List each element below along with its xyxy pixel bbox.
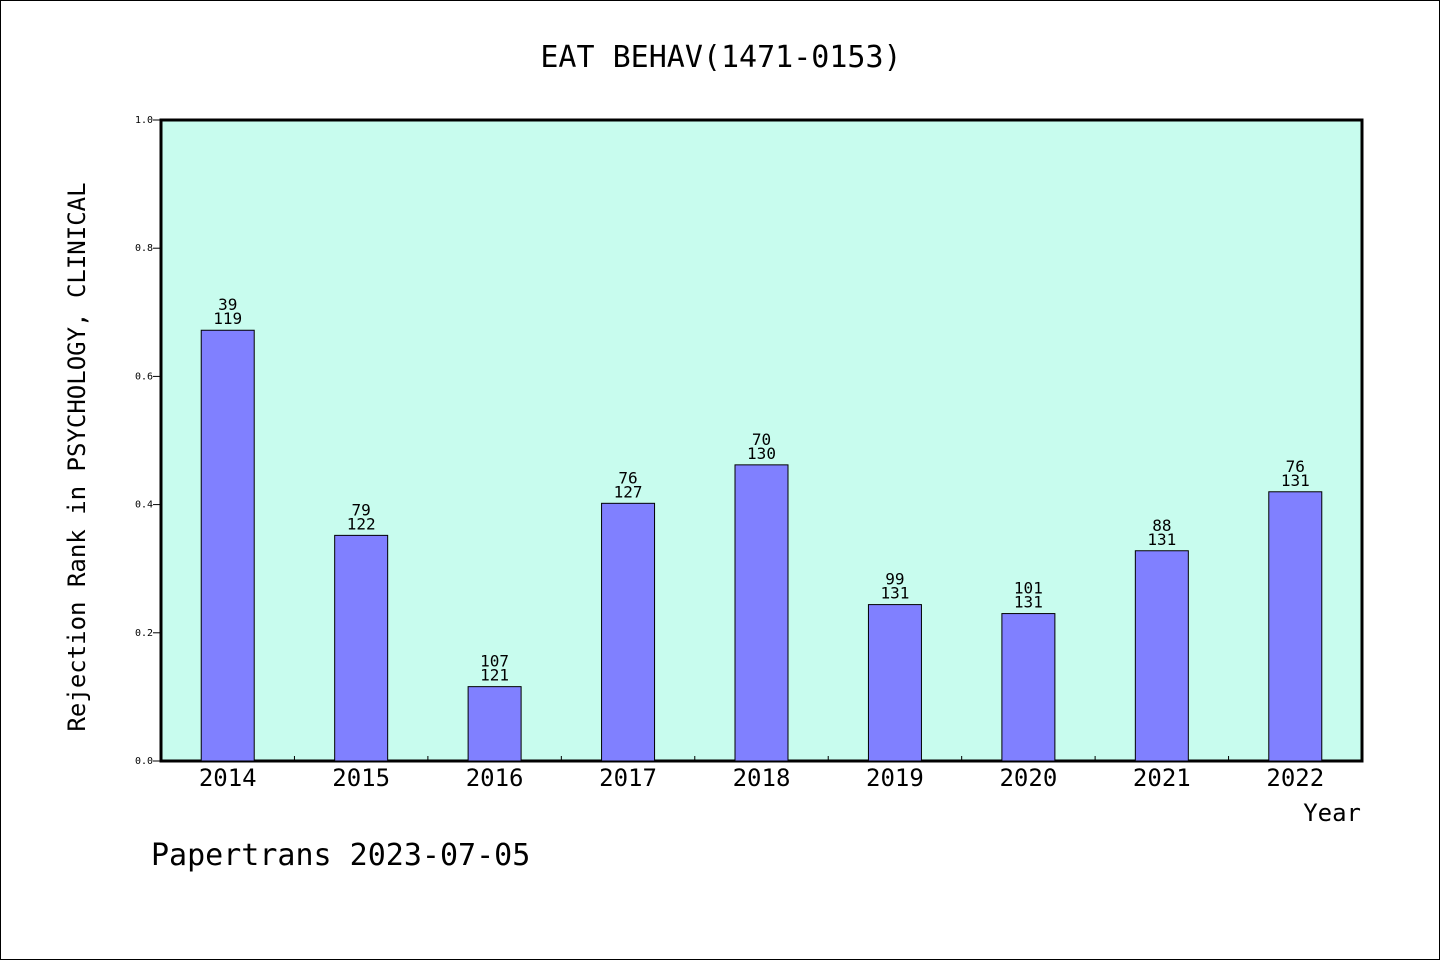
data-label-rank-2015: 79 <box>352 500 371 519</box>
bars <box>200 329 1323 762</box>
x-tick-label-2018: 2018 <box>733 764 791 792</box>
x-tick-label-2014: 2014 <box>199 764 257 792</box>
y-tick-label: 0.0 <box>135 756 153 767</box>
data-label-total-2014: 119 <box>213 309 242 328</box>
y-tick-label: 0.6 <box>135 371 153 382</box>
x-tick-label-2015: 2015 <box>332 764 390 792</box>
footer-watermark: Papertrans 2023-07-05 <box>151 838 530 873</box>
data-label-rank-2019: 99 <box>885 570 904 589</box>
data-label-rank-2022: 76 <box>1286 457 1305 476</box>
bar-2017 <box>601 502 656 762</box>
data-label-rank-2016: 107 <box>480 652 509 671</box>
bar-2014 <box>200 329 255 762</box>
data-label-rank-2020: 101 <box>1014 579 1043 598</box>
x-axis-ticks <box>293 756 1230 761</box>
y-axis-label: Rejection Rank in PSYCHOLOGY, CLINICAL <box>63 182 91 731</box>
x-tick-label-2017: 2017 <box>599 764 657 792</box>
data-label-total-2018: 130 <box>747 444 776 463</box>
y-tick-label: 0.8 <box>135 243 153 254</box>
data-label-total-2021: 131 <box>1147 530 1176 549</box>
data-label-total-2022: 131 <box>1281 471 1310 490</box>
bar-2015 <box>334 534 389 762</box>
x-axis-label: Year <box>1303 799 1361 827</box>
x-tick-label-2020: 2020 <box>999 764 1057 792</box>
bar-2016 <box>467 686 522 762</box>
data-label-rank-2014: 39 <box>218 295 237 314</box>
x-tick-label-2021: 2021 <box>1133 764 1191 792</box>
bar-2019 <box>867 604 922 762</box>
bar-2018 <box>734 464 789 762</box>
x-tick-label-2019: 2019 <box>866 764 924 792</box>
data-label-total-2016: 121 <box>480 666 509 685</box>
bar-2021 <box>1134 550 1189 762</box>
data-label-rank-2018: 70 <box>752 430 771 449</box>
y-tick-label: 0.2 <box>135 628 153 639</box>
bar-2020 <box>1001 613 1056 762</box>
data-label-total-2020: 131 <box>1014 593 1043 612</box>
y-tick-label: 1.0 <box>135 115 153 126</box>
bar-2022 <box>1268 491 1323 762</box>
x-tick-label-2022: 2022 <box>1266 764 1324 792</box>
data-label-rank-2021: 88 <box>1152 516 1171 535</box>
y-axis-ticks: 0.0 0.2 0.4 0.6 0.8 1.0 <box>135 115 161 767</box>
data-label-total-2017: 127 <box>614 482 643 501</box>
y-tick-label: 0.4 <box>135 500 153 511</box>
chart-title: EAT BEHAV(1471-0153) <box>540 40 901 75</box>
data-label-total-2019: 131 <box>880 584 909 603</box>
x-tick-label-2016: 2016 <box>466 764 524 792</box>
data-label-total-2015: 122 <box>347 514 376 533</box>
data-label-rank-2017: 76 <box>618 468 637 487</box>
x-tick-labels: 2014 2015 2016 2017 2018 2019 2020 2021 2022 <box>199 764 1324 792</box>
